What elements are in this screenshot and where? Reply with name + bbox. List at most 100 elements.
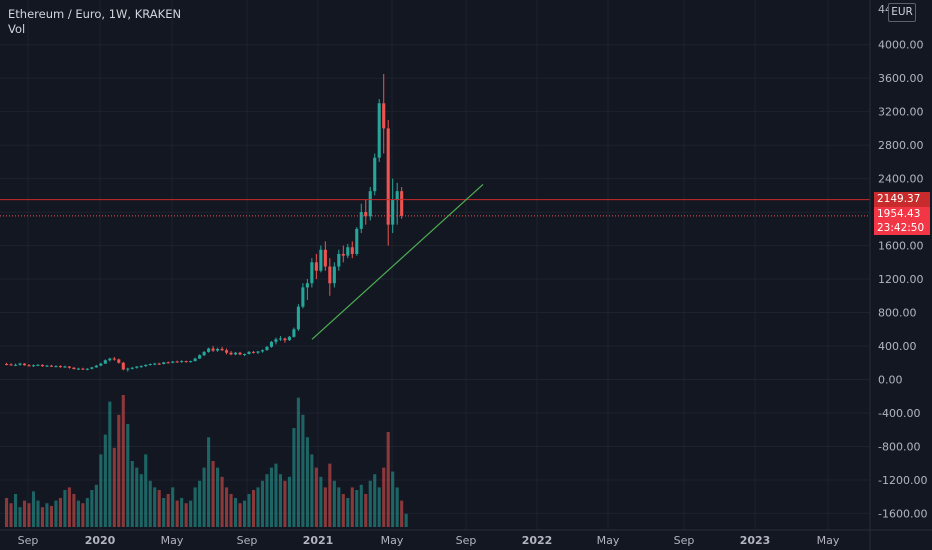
volume-bar xyxy=(355,490,359,527)
volume-bar xyxy=(287,476,291,527)
time-tick-label: 2020 xyxy=(85,534,116,547)
volume-bar xyxy=(108,401,112,527)
currency-badge[interactable]: EUR xyxy=(888,3,916,22)
candle-body xyxy=(45,365,49,367)
candle-body xyxy=(72,367,76,370)
volume-bar xyxy=(31,491,36,527)
volume-bar xyxy=(274,463,278,527)
time-tick-label: 2022 xyxy=(522,534,553,547)
candle-body xyxy=(162,362,166,365)
volume-bar xyxy=(112,447,116,527)
candle-body xyxy=(310,262,314,284)
volume-bar xyxy=(67,487,71,527)
last-price-tag: 1954.43 23:42:50 xyxy=(874,207,930,235)
candle-body xyxy=(355,228,359,254)
volume-bar xyxy=(265,474,269,527)
volume-bar xyxy=(323,487,327,527)
candle-body xyxy=(166,362,170,364)
candle-body xyxy=(216,348,220,351)
volume-bar xyxy=(341,494,345,527)
candle-body xyxy=(40,364,45,367)
volume-bar xyxy=(400,500,404,527)
volume-bar xyxy=(126,424,130,527)
volume-bar xyxy=(54,500,58,527)
candle-body xyxy=(346,247,350,256)
candle-body xyxy=(238,352,242,355)
price-tick-label: -800.00 xyxy=(878,440,920,453)
candle-body xyxy=(269,341,274,347)
candle-body xyxy=(278,338,282,340)
volume-indicator-label[interactable]: Vol xyxy=(8,22,26,36)
candle-body xyxy=(180,361,184,363)
candle-body xyxy=(323,249,327,267)
candle-body xyxy=(220,348,224,351)
candle-body xyxy=(148,364,152,366)
volume-bar xyxy=(229,494,233,527)
candle-body xyxy=(54,366,58,368)
grid-lines xyxy=(0,0,870,530)
time-tick-label: May xyxy=(161,534,184,547)
time-tick-label: 2023 xyxy=(740,534,771,547)
candle-body xyxy=(391,199,395,225)
price-axis[interactable]: 4000.00 3600.00 3200.00 2800.00 2400.00 1600.… xyxy=(869,0,927,550)
volume-bar xyxy=(58,497,62,527)
candle-body xyxy=(9,364,13,366)
volume-bar xyxy=(337,487,341,527)
candle-body xyxy=(337,253,341,267)
resistance-price-tag: 2149.37 xyxy=(874,192,930,207)
volume-bar xyxy=(5,497,9,527)
candle-body xyxy=(49,365,53,367)
candle-body xyxy=(242,353,247,355)
volume-bar xyxy=(90,490,94,527)
candle-body xyxy=(135,366,139,368)
volume-bar xyxy=(283,480,287,527)
price-tick-label: -1600.00 xyxy=(878,507,927,520)
volume-bar xyxy=(99,454,103,527)
volume-bar xyxy=(350,487,354,527)
time-tick-label: Sep xyxy=(674,534,695,547)
volume-bar xyxy=(45,503,49,527)
time-tick-label: Sep xyxy=(18,534,39,547)
candle-body xyxy=(189,361,193,363)
time-axis[interactable]: Sep 2020 May Sep 2021 May Sep 2022 May Sep 2023 May xyxy=(0,529,932,547)
time-tick-label: May xyxy=(817,534,840,547)
candle-body xyxy=(117,359,121,363)
volume-bar xyxy=(382,467,386,527)
volume-bar xyxy=(49,505,53,527)
candle-body xyxy=(175,361,179,363)
volume-bar xyxy=(314,467,318,527)
volume-bar xyxy=(198,480,202,527)
candle-body xyxy=(233,352,238,355)
time-tick-label: 2021 xyxy=(303,534,334,547)
volume-bar xyxy=(171,487,175,527)
volume-bar xyxy=(9,503,13,527)
symbol-title[interactable]: Ethereum / Euro, 1W, KRAKEN xyxy=(8,7,182,21)
candle-body xyxy=(265,346,269,351)
volume-bar xyxy=(216,467,220,527)
time-tick-label: Sep xyxy=(237,534,258,547)
volume-bar xyxy=(233,497,238,527)
candle-body xyxy=(139,366,143,368)
price-tick-label: -400.00 xyxy=(878,407,920,420)
volume-bar xyxy=(278,474,282,527)
candle-body xyxy=(373,157,377,192)
volume-bar xyxy=(260,480,265,527)
candle-body xyxy=(99,363,103,366)
candle-body xyxy=(211,348,215,351)
candle-body xyxy=(350,247,354,254)
candle-body xyxy=(229,352,233,355)
candle-body xyxy=(81,368,85,370)
candle-body xyxy=(85,368,89,370)
volume-bar xyxy=(13,494,18,527)
volume-bar xyxy=(81,503,85,527)
candle-body xyxy=(184,361,188,363)
volume-bar xyxy=(27,503,31,527)
time-tick-label: May xyxy=(381,534,404,547)
candle-body xyxy=(193,358,197,362)
chart-legend[interactable]: Ethereum / Euro, 1W, KRAKEN Vol xyxy=(8,7,181,37)
price-tick-label: 400.00 xyxy=(878,340,917,353)
volume-bar xyxy=(135,467,139,527)
price-tick-label: 1200.00 xyxy=(878,273,924,286)
volume-bar xyxy=(157,490,161,527)
